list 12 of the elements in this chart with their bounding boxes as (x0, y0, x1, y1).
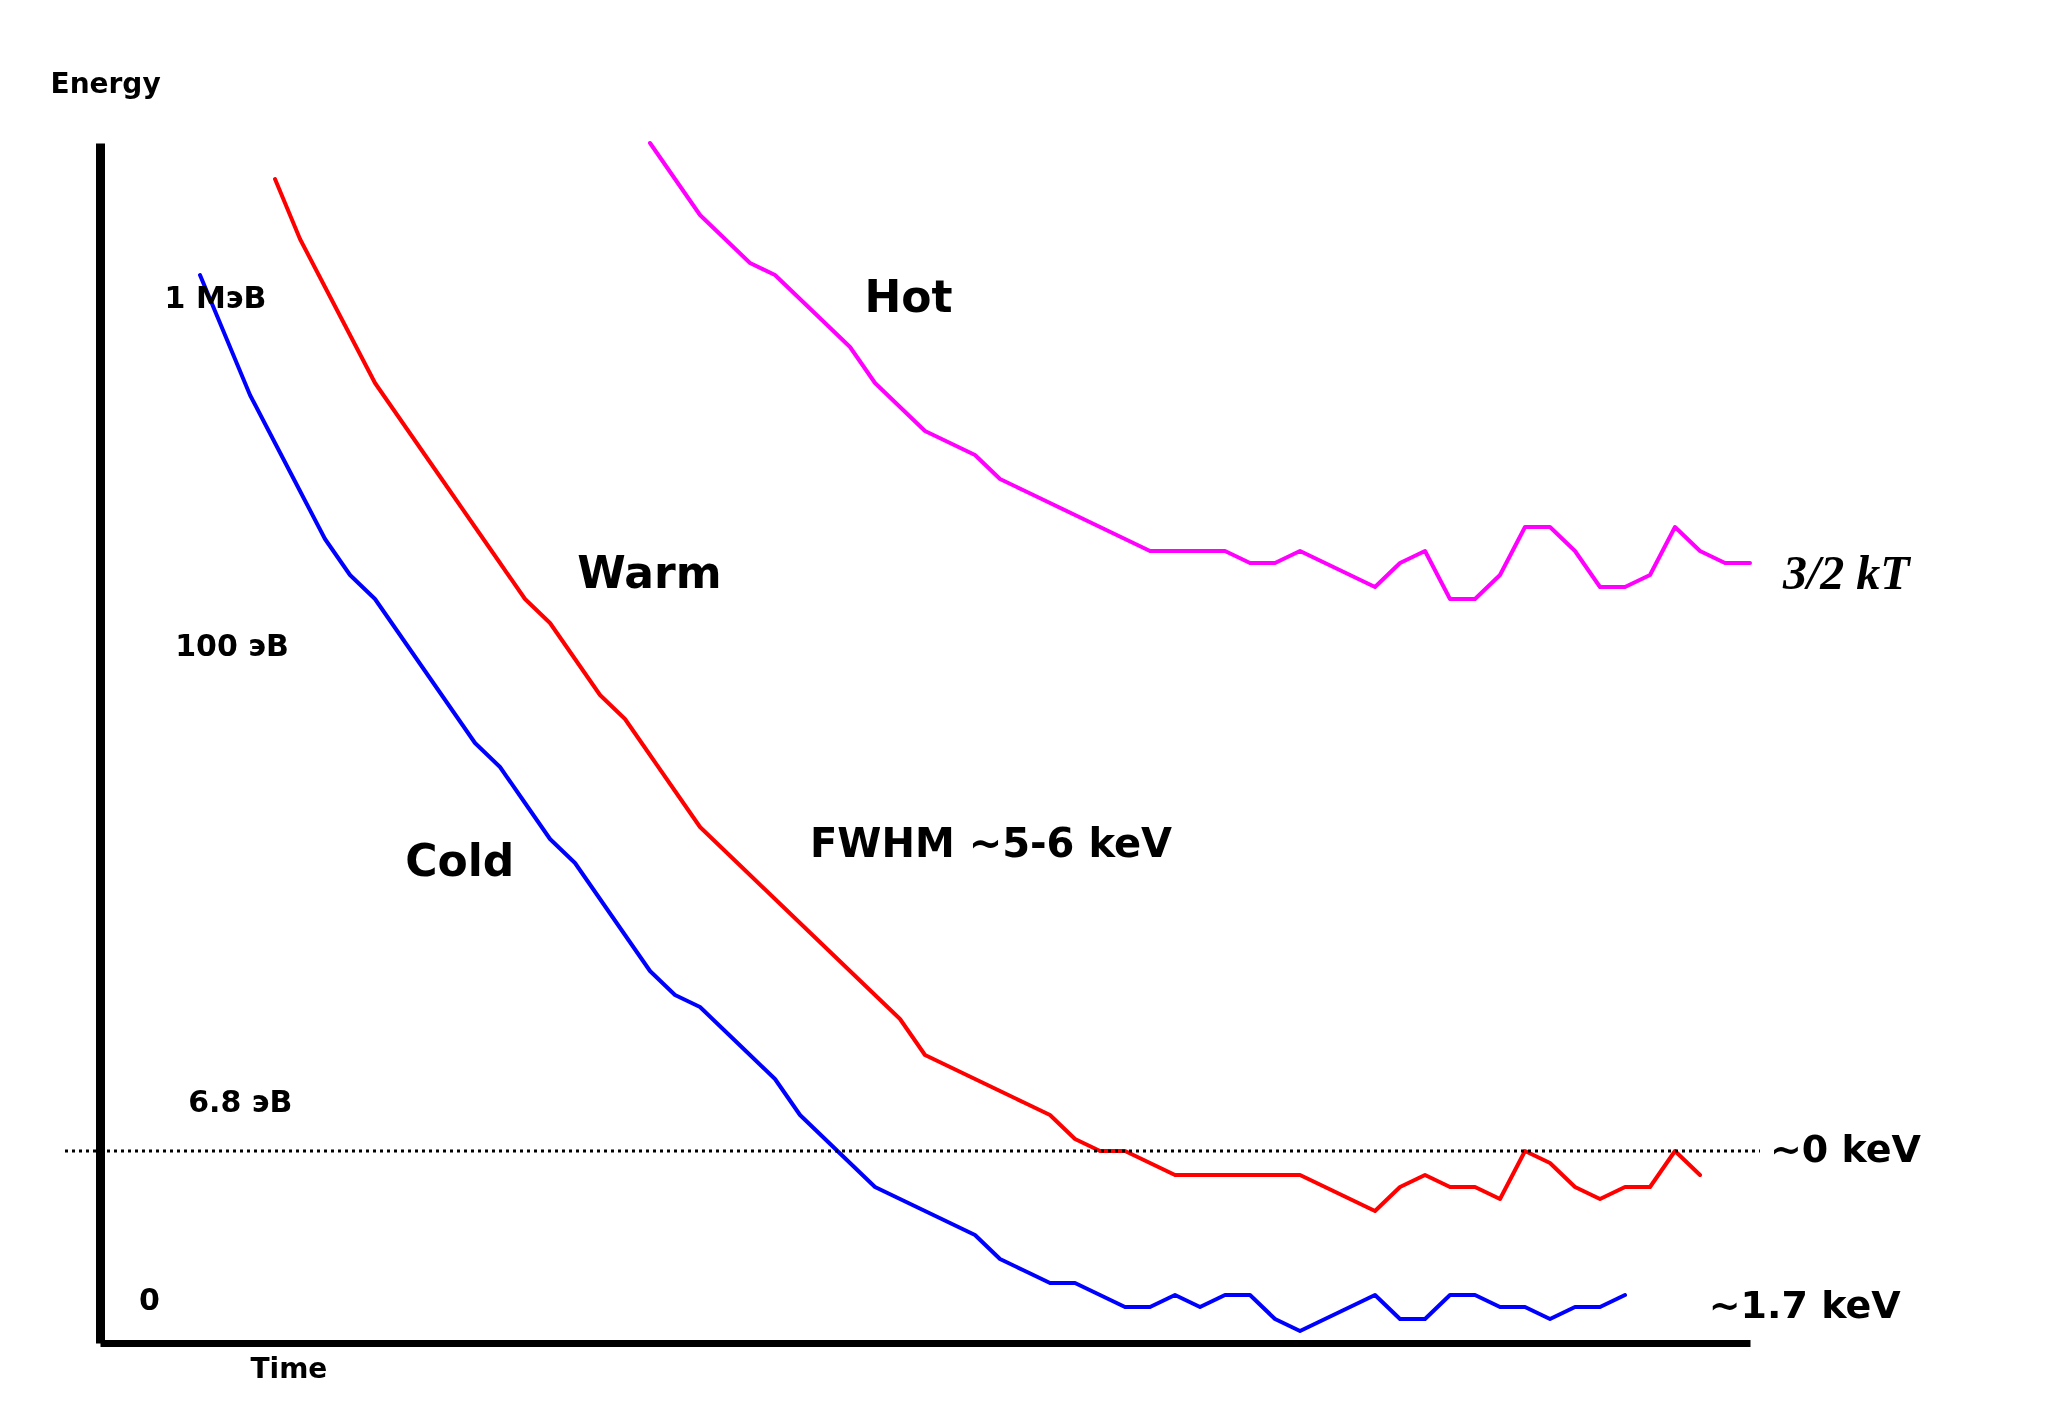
x-axis-title: Time (250, 1351, 328, 1385)
annotation: FWHM ~5-6 keV (810, 820, 1173, 866)
y-axis-title: Energy (50, 66, 161, 100)
series-label: Cold (405, 835, 515, 886)
annotation: ~1.7 keV (1708, 1283, 1902, 1327)
annotation: 100 эВ (175, 628, 289, 663)
annotation: 6.8 эВ (188, 1084, 293, 1119)
ref-line-label: ~0 keV (1770, 1127, 1922, 1171)
series-label: Hot (864, 271, 953, 322)
text: 3/2 kT (1782, 546, 1912, 599)
series-label: Warm (577, 547, 722, 598)
annotation: 0 (139, 1282, 160, 1317)
